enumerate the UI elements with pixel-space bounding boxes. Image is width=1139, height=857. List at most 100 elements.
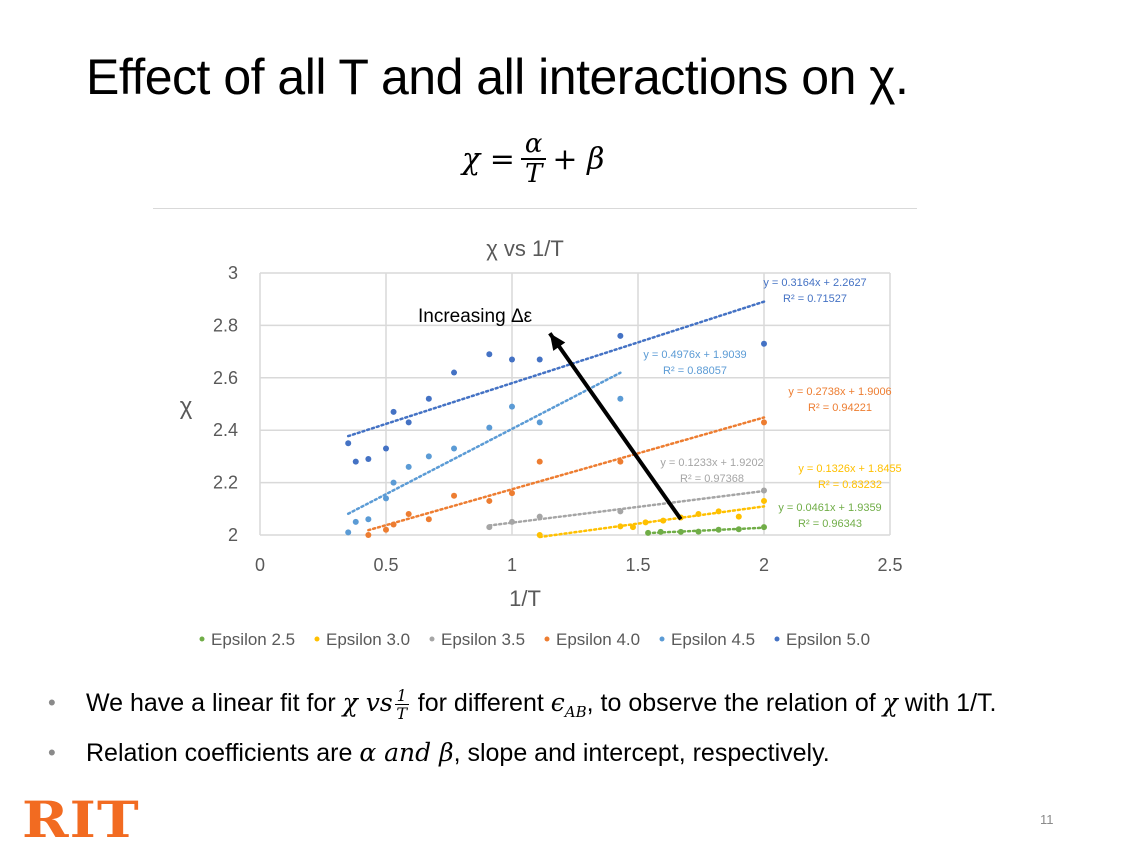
trendline — [367, 416, 766, 532]
legend-entry: Epsilon 3.0 — [326, 630, 410, 649]
data-point — [617, 508, 624, 515]
chart-top-border — [153, 208, 917, 209]
bullet-item: • We have a linear fit for χ vs 1 T for di… — [48, 678, 996, 728]
bullet-text: , to observe the relation of — [586, 689, 883, 717]
y-tick-label: 2.2 — [213, 473, 238, 493]
data-point — [509, 403, 515, 410]
data-point — [617, 332, 624, 339]
data-point — [695, 528, 702, 535]
fraction-denominator: T — [396, 703, 408, 723]
annotation-arrow-head — [549, 333, 566, 351]
bullet-math: α and β — [359, 738, 454, 767]
data-point — [383, 495, 389, 502]
data-point — [425, 516, 432, 523]
legend-entry: Epsilon 3.5 — [441, 630, 525, 649]
formula-denominator: T — [524, 159, 543, 189]
bullet-math: χ vs — [342, 688, 393, 717]
data-point — [405, 511, 412, 518]
formula-lhs: χ = — [462, 141, 515, 177]
y-tick-label: 2.8 — [213, 315, 238, 335]
data-point — [761, 419, 767, 426]
data-point — [365, 456, 372, 463]
trendline-equation: y = 0.1233x + 1.9202 — [660, 457, 763, 469]
data-point — [761, 524, 767, 531]
data-point — [509, 518, 515, 525]
bullet-text: for different — [410, 689, 551, 717]
legend-marker — [314, 636, 320, 642]
page-number: 11 — [1040, 812, 1054, 827]
data-point — [695, 511, 702, 518]
bullet-text: , slope and intercept, respectively. — [453, 739, 830, 767]
bullet-list: • We have a linear fit for χ vs 1 T for di… — [48, 678, 996, 778]
data-point — [536, 532, 543, 538]
bullet-text: We have a linear fit for — [86, 689, 343, 717]
annotation-text: Increasing Δε — [418, 306, 533, 327]
bullet-math: ϵ — [550, 688, 565, 717]
data-point — [617, 523, 624, 530]
legend-entry: Epsilon 5.0 — [786, 630, 870, 649]
rit-logo: RIT — [22, 790, 140, 849]
bullet-text: with 1/T. — [897, 689, 997, 717]
data-point — [365, 532, 372, 538]
data-point — [642, 519, 649, 526]
data-point — [657, 528, 664, 535]
data-point — [390, 521, 397, 528]
x-tick-label: 0.5 — [373, 555, 398, 575]
trendline — [646, 526, 766, 535]
trendline — [346, 371, 622, 516]
data-point — [486, 497, 493, 504]
data-point — [735, 513, 742, 520]
trendline-r-squared: R² = 0.71527 — [783, 293, 847, 305]
data-point — [451, 492, 458, 499]
y-axis-label: χ — [180, 393, 193, 420]
y-tick-label: 3 — [228, 263, 238, 283]
trendline — [538, 505, 766, 539]
data-point — [451, 369, 458, 376]
x-tick-label: 1.5 — [625, 555, 650, 575]
x-axis-label: 1/T — [509, 586, 541, 611]
data-point — [425, 395, 432, 402]
chi-vs-inverse-t-chart: 2 2.2 2.4 2.6 2.8 3 0 0.5 1 1.5 2 2.5 χ vs 1/T 1/T χ y … — [180, 236, 903, 649]
data-point — [617, 458, 624, 465]
data-point — [405, 419, 412, 426]
data-point — [486, 424, 493, 431]
data-point — [383, 445, 389, 452]
trendline-r-squared: R² = 0.88057 — [663, 365, 727, 377]
legend-marker — [659, 636, 665, 642]
data-point — [536, 458, 543, 465]
data-point — [390, 479, 397, 486]
data-point — [390, 408, 397, 415]
data-point — [509, 490, 515, 497]
data-point — [486, 351, 493, 358]
bullet-marker: • — [48, 740, 56, 765]
y-tick-label: 2 — [228, 525, 238, 545]
legend-entry: Epsilon 2.5 — [211, 630, 295, 649]
data-point — [345, 440, 352, 447]
trendline-equation: y = 0.2738x + 1.9006 — [788, 386, 891, 398]
data-point — [365, 516, 372, 523]
data-point — [425, 453, 432, 460]
legend-entry: Epsilon 4.5 — [671, 630, 755, 649]
trendline-r-squared: R² = 0.94221 — [808, 402, 872, 414]
data-point — [660, 517, 667, 524]
trendline-equation: y = 0.3164x + 2.2627 — [763, 277, 866, 289]
data-point — [715, 526, 722, 533]
data-point — [761, 497, 767, 504]
legend-marker — [199, 636, 205, 642]
legend-marker — [774, 636, 780, 642]
x-tick-label: 2.5 — [877, 555, 902, 575]
trendline-equation: y = 0.0461x + 1.9359 — [778, 502, 881, 514]
y-tick-label: 2.4 — [213, 420, 238, 440]
legend-marker — [429, 636, 435, 642]
formula-numerator: α — [520, 130, 547, 160]
data-point — [677, 528, 684, 535]
data-point — [735, 526, 742, 533]
trendline-r-squared: R² = 0.97368 — [680, 473, 744, 485]
data-point — [383, 526, 389, 533]
x-tick-label: 2 — [759, 555, 769, 575]
bullet-math-subscript: AB — [564, 703, 587, 721]
data-point — [451, 445, 458, 452]
data-point — [352, 518, 359, 525]
data-point — [645, 529, 652, 536]
